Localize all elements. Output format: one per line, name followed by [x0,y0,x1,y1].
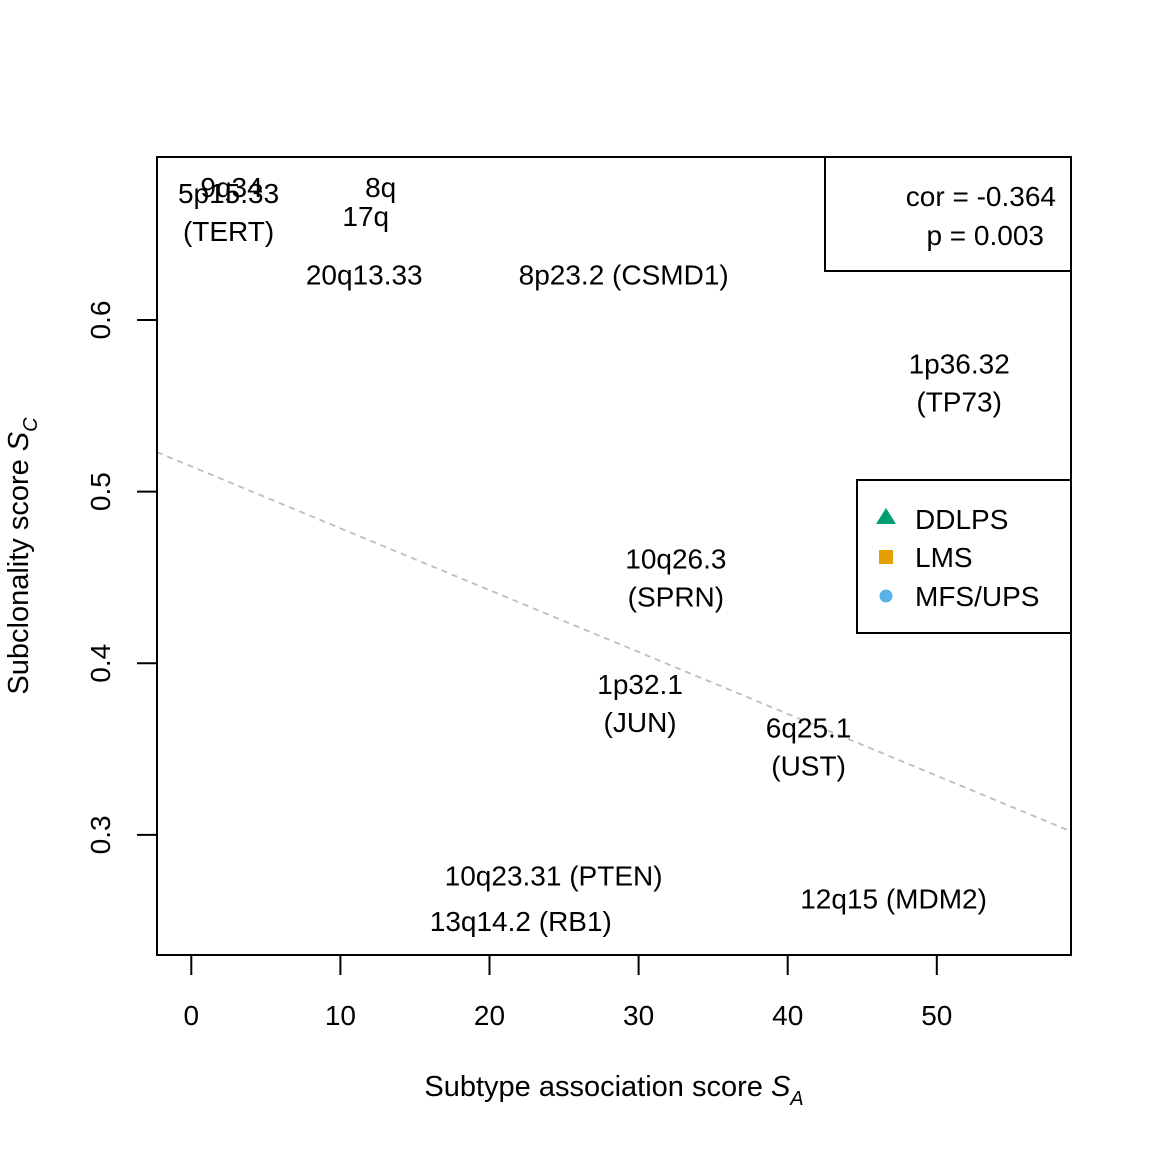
x-tick-label: 0 [184,1000,200,1031]
point-label: (TP73) [916,387,1002,418]
point-label: 5p15.33 [178,178,279,209]
point-label: (SPRN) [628,581,724,612]
x-tick-label: 30 [623,1000,654,1031]
triangle-marker-icon [876,508,896,524]
y-tick-label: 0.5 [85,472,116,511]
legend-label-mfs-ups: MFS/UPS [915,581,1039,612]
legend-label-lms: LMS [915,542,973,573]
point-label: 20q13.33 [306,260,423,291]
y-axis: 0.3 0.4 0.5 0.6 [85,301,158,854]
square-marker-icon [879,550,893,564]
y-tick-label: 0.4 [85,644,116,683]
x-axis-title: Subtype association score SA [424,1071,803,1110]
point-label: (TERT) [183,216,274,247]
point-label: (JUN) [604,707,677,738]
y-tick-label: 0.6 [85,301,116,340]
x-tick-label: 10 [325,1000,356,1031]
point-label: 17q [342,201,389,232]
point-label: 13q14.2 (RB1) [430,906,612,937]
point-label: 6q25.1 [766,712,852,743]
legend-label-ddlps: DDLPS [915,504,1008,535]
correlation-text: cor = -0.364 [906,181,1056,212]
legend: DDLPS LMS MFS/UPS [856,479,1072,634]
point-label: 8p23.2 (CSMD1) [519,260,729,291]
p-value-text: p = 0.003 [926,220,1044,251]
y-axis-title: Subclonality score SC [3,417,42,695]
point-label: 10q23.31 (PTEN) [445,861,663,892]
y-tick-label: 0.3 [85,815,116,854]
point-label: 1p36.32 [909,349,1010,380]
circle-marker-icon [879,589,893,603]
x-axis: 0 10 20 30 40 50 [184,954,952,1031]
stats-box: cor = -0.364 p = 0.003 [824,156,1072,272]
x-tick-label: 50 [921,1000,952,1031]
point-label: 12q15 (MDM2) [800,883,987,914]
point-label: 9q34 [200,172,262,203]
point-label: (UST) [771,750,846,781]
x-tick-label: 20 [474,1000,505,1031]
point-label: 1p32.1 [597,669,683,700]
point-label: 8q [365,172,396,203]
point-label: 10q26.3 [625,543,726,574]
x-tick-label: 40 [772,1000,803,1031]
stats-box-frame [824,156,1072,272]
